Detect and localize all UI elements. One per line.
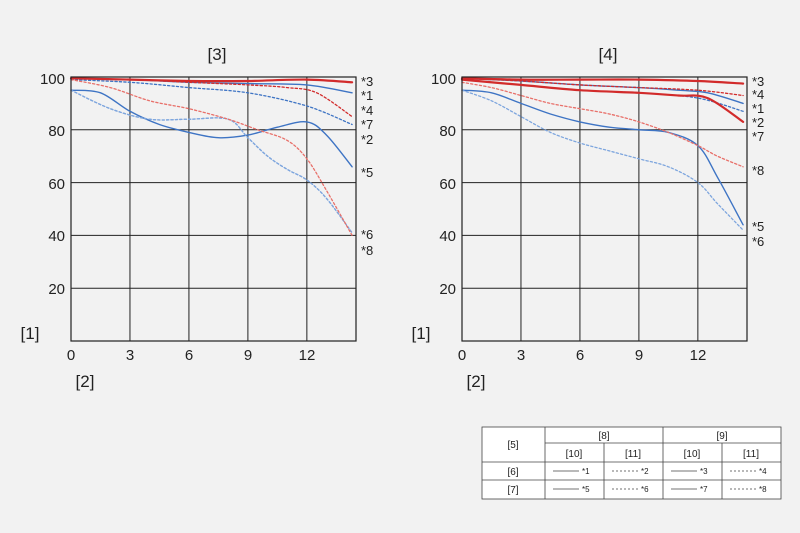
- y-tick-label: 20: [439, 281, 456, 298]
- series-line-star-7: [70, 78, 353, 126]
- legend-entry-label: *8: [759, 485, 767, 494]
- left-chart: [3] 40 60 80 100 20 0 3 6 9 12 [1] [2] *…: [21, 45, 374, 391]
- chart-title: [3]: [208, 45, 227, 64]
- legend-sub-header: [11]: [625, 449, 641, 460]
- y-tick-label: 60: [48, 176, 65, 193]
- end-label: *3: [752, 74, 764, 89]
- end-label: *8: [752, 163, 764, 178]
- y-tick-labels: 40 60 80 100 20: [40, 71, 65, 298]
- y-tick-label: 100: [40, 71, 65, 88]
- series-line-star-6: [461, 89, 744, 231]
- legend-group-header: [8]: [598, 431, 609, 442]
- legend-entry-label: *6: [641, 485, 649, 494]
- legend-entry-label: *2: [641, 467, 649, 476]
- legend-row-label: [7]: [507, 485, 518, 496]
- x-tick-label: 0: [67, 347, 75, 364]
- x-axis-label: [2]: [76, 372, 95, 391]
- x-tick-label: 0: [458, 347, 466, 364]
- end-label: *2: [361, 132, 373, 147]
- y-tick-label: 20: [48, 281, 65, 298]
- legend-row-label: [6]: [507, 467, 518, 478]
- end-label: *6: [361, 227, 373, 242]
- series-end-labels: *3 *1 *4 *7 *2 *5 *6 *8: [361, 74, 373, 258]
- x-tick-label: 6: [576, 347, 584, 364]
- end-label: *5: [752, 219, 764, 234]
- plot-frame: [461, 76, 748, 342]
- grid-lines: [71, 77, 356, 341]
- end-label: *2: [752, 115, 764, 130]
- y-tick-label: 40: [439, 228, 456, 245]
- series-line-star-3: [460, 77, 745, 85]
- x-tick-label: 12: [690, 347, 707, 364]
- series-line-star-8: [70, 78, 353, 237]
- end-label: *7: [361, 117, 373, 132]
- y-axis-label: [1]: [412, 324, 431, 343]
- end-label: *1: [752, 101, 764, 116]
- x-tick-label: 3: [517, 347, 525, 364]
- x-axis-label: [2]: [467, 372, 486, 391]
- grid-lines: [462, 77, 747, 341]
- right-chart: [4] 20 40 60 80 100 0 3 6 9 12 [1] [2] *…: [412, 45, 765, 391]
- y-tick-label: 40: [48, 228, 65, 245]
- legend-entry-label: *5: [582, 485, 590, 494]
- legend-sub-header: [10]: [684, 449, 701, 460]
- legend-entry-label: *1: [582, 467, 590, 476]
- x-tick-label: 9: [244, 347, 252, 364]
- end-label: *5: [361, 165, 373, 180]
- x-tick-label: 9: [635, 347, 643, 364]
- legend-entry-label: *4: [759, 467, 767, 476]
- series-line-star-5: [70, 89, 353, 168]
- legend-entry-label: *7: [700, 485, 708, 494]
- y-tick-label: 80: [439, 123, 456, 140]
- end-label: *3: [361, 74, 373, 89]
- legend-corner-label: [5]: [507, 440, 518, 451]
- end-label: *1: [361, 88, 373, 103]
- series-line-star-4: [461, 77, 744, 97]
- legend-sub-header: [10]: [566, 449, 583, 460]
- x-tick-labels: 0 3 6 9 12: [458, 347, 707, 364]
- legend-sub-header: [11]: [743, 449, 759, 460]
- x-tick-labels: 0 3 6 9 12: [67, 347, 316, 364]
- series-lines: [69, 77, 354, 237]
- legend-entries: *1 *2 *3 *4 *5 *6 *7 *8: [553, 467, 767, 494]
- series-line-star-4: [70, 77, 353, 118]
- series-end-labels: *3 *4 *1 *2 *7 *8 *5 *6: [752, 74, 764, 249]
- y-tick-labels: 20 40 60 80 100: [431, 71, 456, 298]
- series-line-star-2: [70, 89, 353, 234]
- y-axis-label: [1]: [21, 324, 40, 343]
- legend-frame: [481, 426, 782, 500]
- series-line-star-5: [461, 89, 744, 226]
- end-label: *8: [361, 243, 373, 258]
- series-line-star-8: [461, 81, 744, 168]
- legend-entry-label: *3: [700, 467, 708, 476]
- x-tick-label: 6: [185, 347, 193, 364]
- end-label: *6: [752, 234, 764, 249]
- legend-table: [5] [8] [9] [10] [11] [10] [11] [6] [7] …: [481, 426, 782, 500]
- series-line-star-6: [70, 89, 353, 234]
- x-tick-label: 12: [299, 347, 316, 364]
- series-lines: [460, 77, 745, 231]
- end-label: *4: [752, 87, 764, 102]
- chart-title: [4]: [599, 45, 618, 64]
- legend-group-header: [9]: [716, 431, 727, 442]
- y-tick-label: 80: [48, 123, 65, 140]
- end-label: *7: [752, 129, 764, 144]
- y-tick-label: 60: [439, 176, 456, 193]
- y-tick-label: 100: [431, 71, 456, 88]
- x-tick-label: 3: [126, 347, 134, 364]
- end-label: *4: [361, 103, 373, 118]
- plot-frame: [70, 76, 357, 342]
- series-line-star-2: [460, 78, 745, 123]
